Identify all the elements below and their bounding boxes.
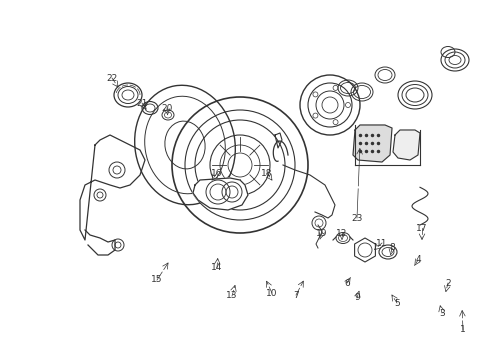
Polygon shape [193,178,247,210]
Text: 6: 6 [344,279,349,288]
Text: 17: 17 [415,224,427,233]
Text: 18: 18 [261,168,272,177]
Text: 19: 19 [316,229,327,238]
Text: 1: 1 [459,325,465,334]
Text: 5: 5 [393,298,399,307]
Text: 13: 13 [226,292,237,301]
Text: 4: 4 [414,256,420,265]
Polygon shape [354,238,375,262]
Text: 11: 11 [375,239,387,248]
Text: 20: 20 [161,104,172,112]
Text: 3: 3 [438,309,444,318]
Text: 8: 8 [388,243,394,252]
Text: 10: 10 [265,288,277,297]
Text: 2: 2 [444,279,450,288]
Text: 12: 12 [336,229,347,238]
Text: 23: 23 [350,213,362,222]
Text: 16: 16 [211,168,223,177]
Text: 9: 9 [353,293,359,302]
Text: 7: 7 [292,291,298,300]
Polygon shape [392,130,419,160]
Text: 21: 21 [136,99,147,108]
Polygon shape [352,125,391,162]
Text: 14: 14 [211,264,222,273]
Text: 22: 22 [106,73,118,82]
Text: 15: 15 [151,275,163,284]
